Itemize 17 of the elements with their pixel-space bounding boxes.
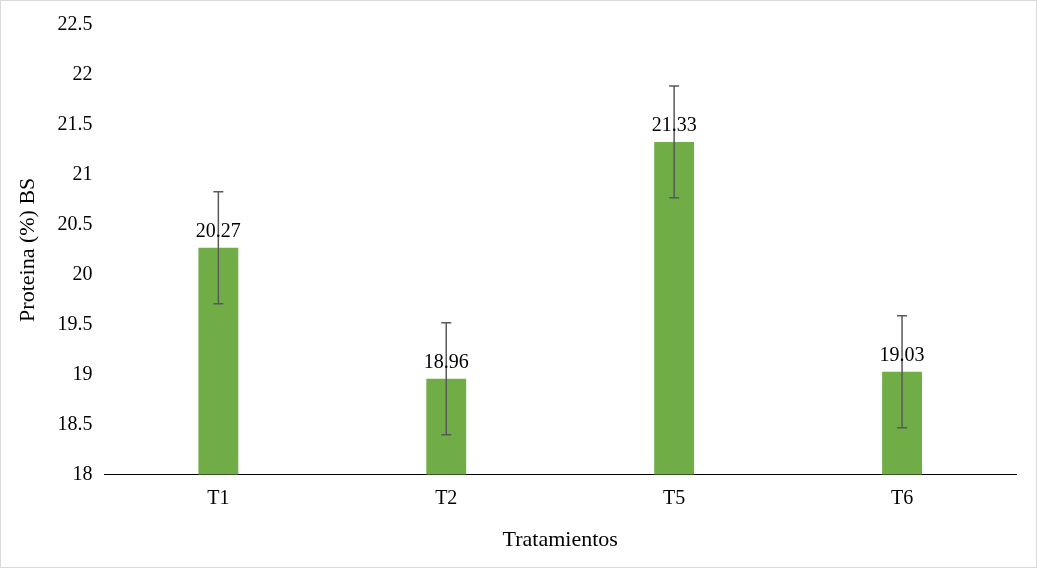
y-tick-label: 18 (72, 461, 93, 484)
y-tick-label: 18.5 (57, 411, 93, 434)
y-tick-label: 22.5 (57, 12, 93, 35)
y-tick-label: 21 (72, 162, 93, 185)
y-axis-title: Proteina (%) BS (13, 177, 39, 322)
x-tick-label: T5 (663, 485, 686, 508)
y-tick-label: 22 (72, 62, 93, 85)
x-tick-label: T1 (207, 485, 230, 508)
data-label: 19.03 (879, 342, 925, 365)
y-tick-label: 19.5 (57, 311, 93, 334)
y-tick-label: 21.5 (57, 112, 93, 135)
y-tick-label: 20 (72, 262, 93, 285)
y-tick-label: 19 (72, 361, 93, 384)
x-tick-label: T2 (435, 485, 458, 508)
x-tick-label: T6 (890, 485, 914, 508)
y-tick-label: 20.5 (57, 212, 93, 235)
x-axis-title: Tratamientos (502, 525, 618, 551)
